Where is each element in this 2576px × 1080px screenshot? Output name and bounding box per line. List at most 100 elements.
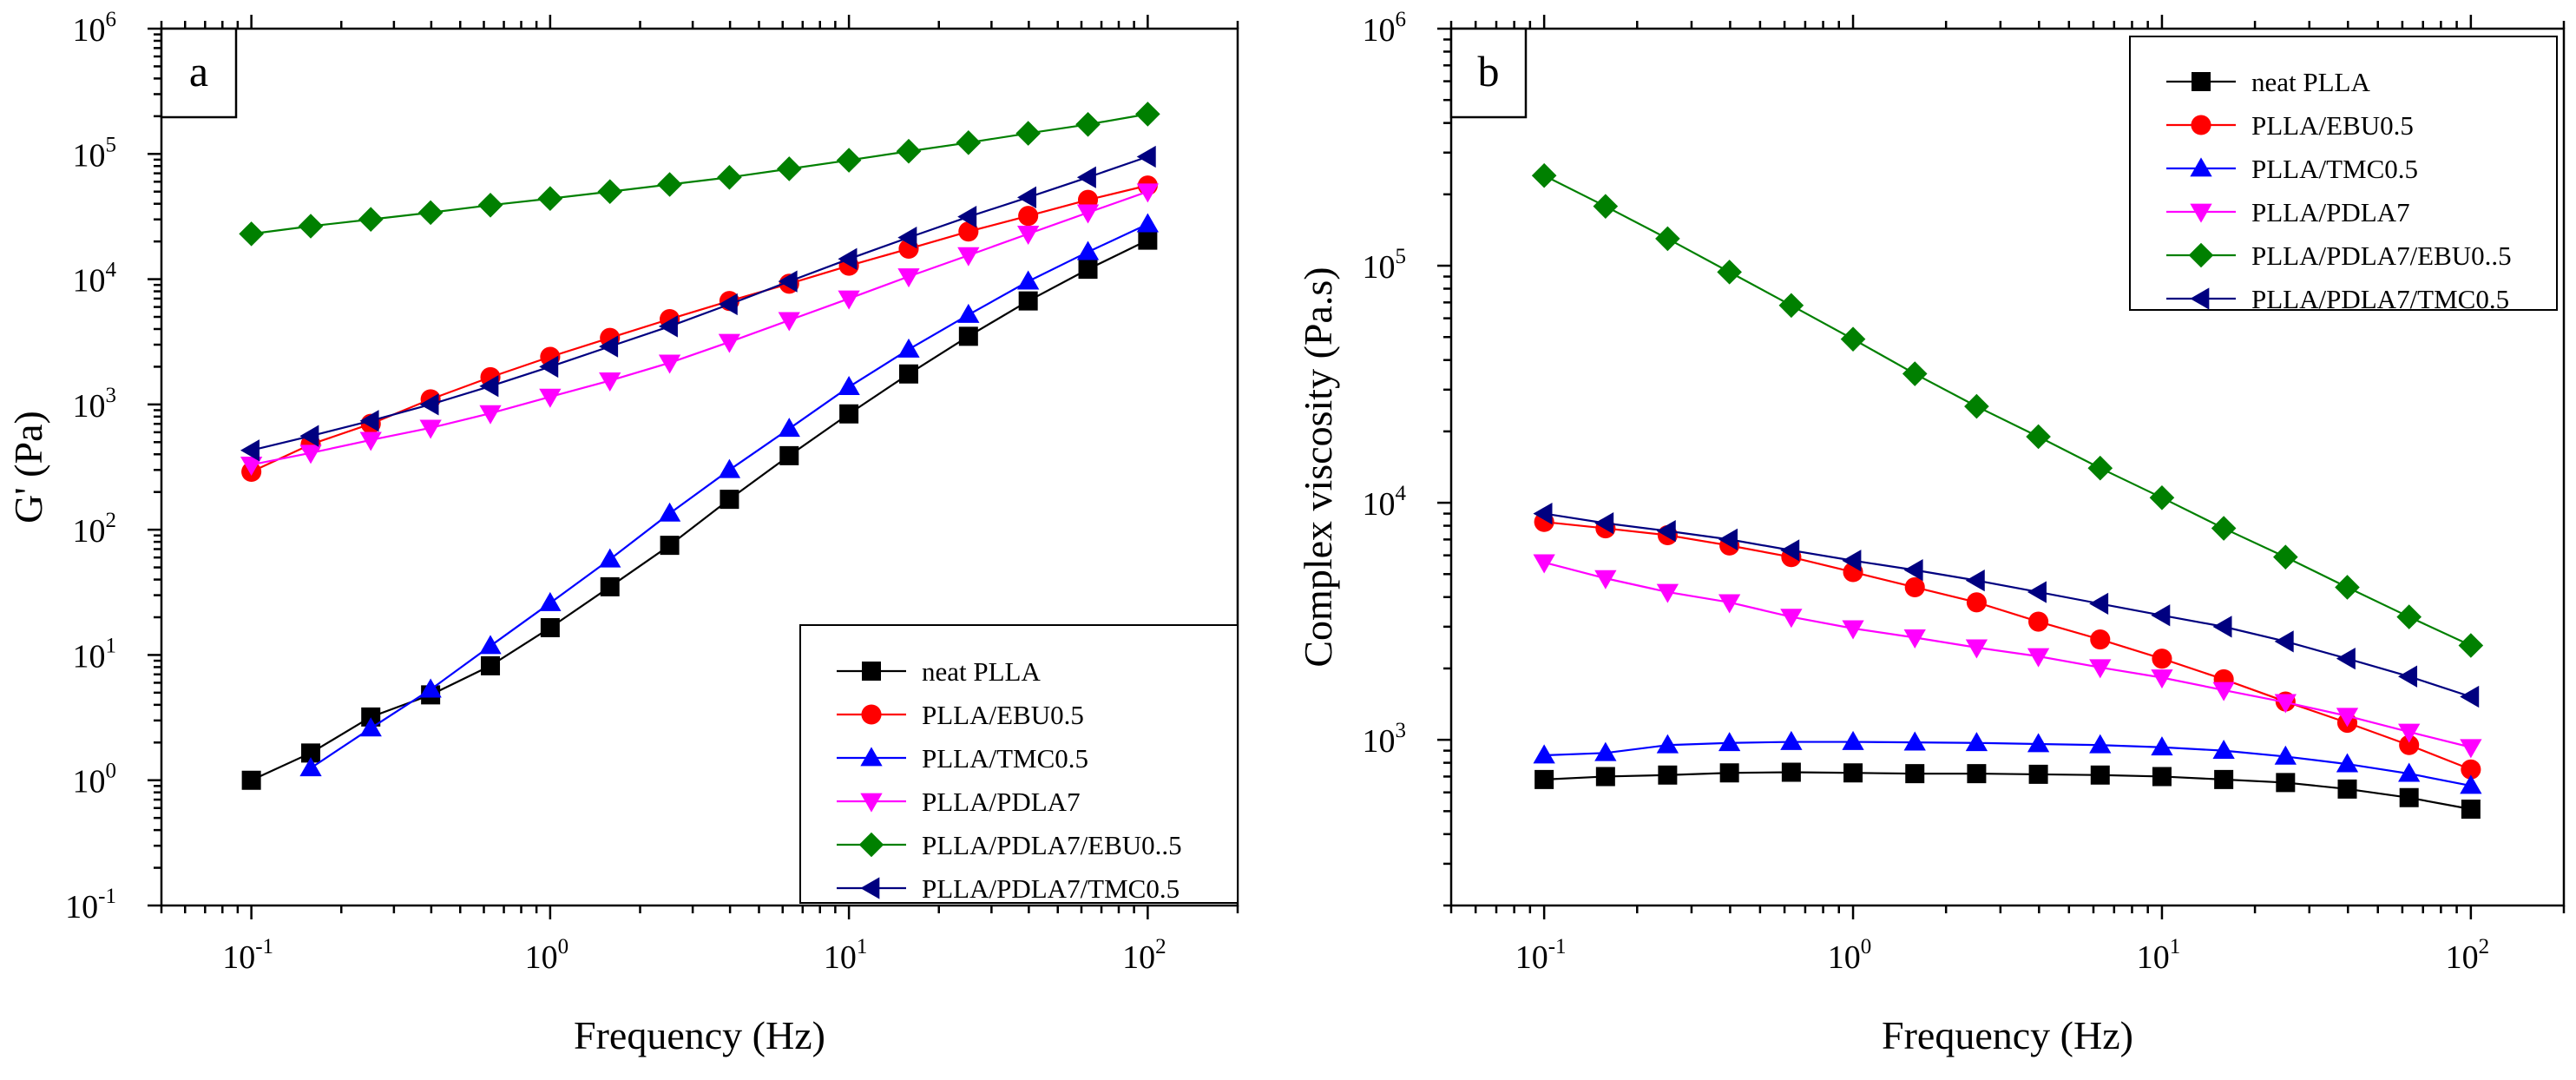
panel-a-data-point-plla-pdla7-ebu0-5 (657, 172, 682, 197)
panel-b-data-point-plla-tmc0-5 (2151, 736, 2173, 756)
panel-a-series-line-plla-pdla7 (251, 190, 1148, 466)
panel-a-series-line-plla-pdla7-tmc0-5 (251, 155, 1148, 451)
panel-a-x-tick-label-3: 102 (1122, 935, 1166, 976)
panel-a-data-point-plla-pdla7-ebu0-5 (956, 130, 982, 155)
panel-a-data-point-neat-plla (958, 326, 978, 346)
panel-a-data-point-plla-pdla7 (1136, 183, 1160, 203)
panel-b-data-point-plla-ebu0-5 (2090, 629, 2111, 650)
panel-b-data-point-plla-pdla7-ebu0-5 (2396, 604, 2422, 629)
panel-b-data-point-neat-plla (2399, 787, 2419, 807)
panel-b-data-point-plla-tmc0-5 (2274, 745, 2297, 765)
panel-b-data-point-neat-plla (1595, 767, 1615, 787)
panel-a-y-tick-label-6: 105 (73, 133, 117, 174)
panel-a-data-point-plla-tmc0-5 (658, 502, 681, 522)
panel-a-legend: neat PLLA PLLA/EBU0.5 PLLA/TMC0.5 PLLA/PDLA… (799, 624, 1239, 904)
panel-a-data-point-plla-tmc0-5 (479, 635, 502, 655)
panel-a-legend-marker-plla-pdla7 (860, 793, 883, 813)
panel-b-data-point-plla-pdla7 (2336, 708, 2359, 728)
panel-a-data-point-plla-ebu0-5 (958, 221, 979, 242)
panel-b-data-point-neat-plla (1905, 764, 1925, 784)
panel-a-legend-label-plla-pdla7: PLLA/PDLA7 (922, 787, 1081, 817)
panel-b-data-point-neat-plla (1967, 764, 1987, 784)
panel-b-series-plla-pdla7-ebu0-5 (1531, 162, 2484, 658)
panel-b-data-point-plla-pdla7-ebu0-5 (1531, 162, 1557, 188)
panel-b-data-point-neat-plla (2214, 769, 2234, 789)
panel-a-data-point-plla-tmc0-5 (838, 376, 860, 396)
panel-a-data-point-plla-pdla7-ebu0-5 (477, 192, 503, 218)
panel-b-x-tick-label-3: 102 (2446, 935, 2490, 976)
panel-a-label: a (189, 47, 208, 95)
panel-a-legend-marker-plla-tmc0-5 (860, 747, 883, 767)
panel-b-data-point-plla-pdla7 (1718, 594, 1741, 614)
panel-b-data-point-plla-pdla7 (1533, 554, 1555, 574)
panel-a-y-tick-label-5: 104 (73, 259, 117, 300)
panel-a-data-point-plla-pdla7 (359, 431, 382, 451)
panel-a-series-plla-pdla7 (240, 183, 1160, 476)
panel-a-data-point-plla-pdla7 (897, 268, 920, 288)
panel-a-series-neat-plla (241, 230, 1158, 790)
panel-b-data-point-plla-pdla7-tmc0-5 (1656, 519, 1676, 543)
panel-a-legend-marker-plla-pdla7-tmc0-5 (860, 877, 880, 899)
panel-b-data-point-plla-pdla7-ebu0-5 (2335, 575, 2360, 600)
panel-b-data-point-plla-tmc0-5 (1594, 741, 1617, 761)
panel-a-data-point-plla-pdla7-ebu0-5 (776, 156, 802, 181)
panel-b-data-point-plla-pdla7-tmc0-5 (1594, 511, 1614, 535)
panel-b-data-point-plla-pdla7-tmc0-5 (2089, 592, 2109, 616)
panel-a-data-point-neat-plla (301, 743, 321, 763)
panel-b-data-point-plla-ebu0-5 (2461, 759, 2481, 780)
panel-a-data-point-plla-pdla7-ebu0-5 (836, 148, 862, 173)
panel-b-data-point-plla-pdla7-ebu0-5 (1840, 326, 1866, 352)
panel-b-data-point-plla-pdla7 (2027, 648, 2050, 668)
panel-a-data-point-plla-pdla7 (957, 247, 980, 267)
panel-b-data-point-neat-plla (1719, 763, 1739, 783)
panel-b-x-tick-label-1: 100 (1828, 935, 1872, 976)
panel-a-data-point-plla-tmc0-5 (1136, 213, 1160, 233)
panel-b-data-point-plla-pdla7-tmc0-5 (2274, 630, 2294, 653)
panel-a-data-point-plla-pdla7-tmc0-5 (718, 293, 738, 316)
panel-b-x-tick-label-2: 101 (2137, 935, 2181, 976)
panel-a-data-point-plla-pdla7-ebu0-5 (417, 200, 444, 226)
panel-b-data-point-plla-pdla7-tmc0-5 (1533, 502, 1553, 525)
panel-b-data-point-plla-pdla7-tmc0-5 (2398, 665, 2418, 688)
panel-a-data-point-plla-tmc0-5 (957, 303, 980, 323)
panel-b-data-point-plla-pdla7 (1965, 639, 1988, 659)
panel-b-data-point-neat-plla (2152, 767, 2172, 787)
panel-a-data-point-plla-ebu0-5 (1018, 206, 1039, 227)
panel-b-data-point-plla-pdla7 (2212, 682, 2235, 701)
panel-b-data-point-plla-pdla7-ebu0-5 (1964, 393, 1989, 419)
panel-a-y-tick-label-7: 106 (73, 8, 117, 49)
panel-a-legend-label-plla-ebu0-5: PLLA/EBU0.5 (922, 700, 1084, 730)
panel-a-y-tick-label-4: 103 (73, 384, 117, 425)
panel-a-series-line-plla-ebu0-5 (251, 184, 1148, 473)
panel-b-legend-label-plla-tmc0-5: PLLA/TMC0.5 (2251, 154, 2418, 184)
panel-a-data-point-plla-pdla7 (240, 456, 263, 476)
panel-b-data-point-plla-pdla7 (1903, 629, 1926, 649)
panel-b-data-point-plla-ebu0-5 (2399, 734, 2420, 755)
panel-a-data-point-plla-tmc0-5 (718, 458, 741, 478)
panel-b-series-line-plla-pdla7-tmc0-5 (1543, 512, 2472, 698)
panel-a-data-point-neat-plla (1018, 291, 1038, 311)
panel-a-data-point-plla-tmc0-5 (778, 418, 800, 438)
panel-a-x-tick-label-2: 101 (824, 935, 868, 976)
panel-a-data-point-plla-pdla7 (1076, 204, 1100, 224)
panel-b-data-point-plla-pdla7-tmc0-5 (2151, 604, 2171, 627)
panel-b-y-tick-label-1: 104 (1363, 482, 1407, 523)
panel-a-data-point-neat-plla (1138, 230, 1158, 250)
panel-a-chart: 10-1 100 101 102 10-1 100 101 102 103 104 105 106 Fr… (6, 8, 1239, 1057)
panel-a-data-point-plla-tmc0-5 (1076, 240, 1100, 260)
panel-a-legend-label-plla-pdla7-ebu0-5: PLLA/PDLA7/EBU0..5 (922, 830, 1182, 860)
panel-b-chart: 10-1 100 101 102 103 104 105 106 Frequency (Hz) C… (1296, 8, 2566, 1057)
panel-b-data-point-plla-pdla7 (1842, 620, 1864, 640)
panel-b-y-axis-title: Complex viscosity (Pa.s) (1296, 267, 1340, 667)
panel-b-data-point-plla-tmc0-5 (2398, 762, 2421, 782)
panel-a-data-point-plla-pdla7-ebu0-5 (358, 207, 384, 233)
panel-b-legend: neat PLLA PLLA/EBU0.5 PLLA/TMC0.5 PLLA/PDLA… (2129, 36, 2558, 314)
panel-b-series-plla-pdla7 (1533, 554, 2482, 759)
panel-a-data-point-neat-plla (779, 445, 799, 465)
panel-a-series-plla-pdla7-tmc0-5 (240, 145, 1156, 462)
panel-a-data-point-plla-pdla7 (539, 388, 562, 408)
panel-a-data-point-plla-tmc0-5 (299, 757, 322, 777)
panel-b-data-point-plla-ebu0-5 (1966, 592, 1987, 613)
panel-a-x-tick-label-1: 100 (525, 935, 569, 976)
panel-a-data-point-plla-pdla7-tmc0-5 (1017, 186, 1037, 208)
